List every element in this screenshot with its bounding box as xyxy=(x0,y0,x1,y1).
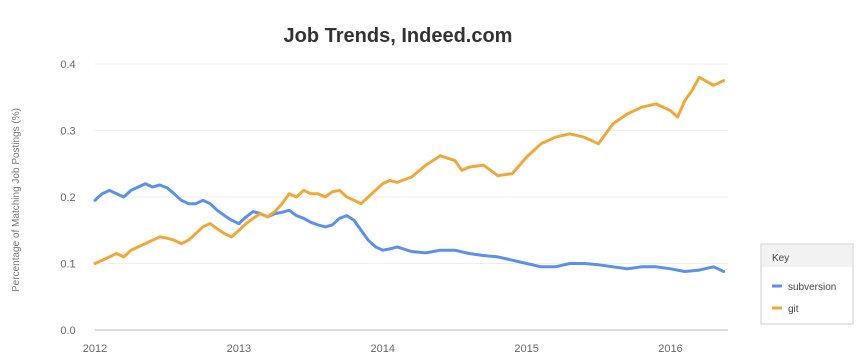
legend-title: Key xyxy=(772,253,789,264)
x-tick-label: 2013 xyxy=(227,343,251,355)
legend-items: subversion git xyxy=(772,282,836,315)
series-line-subversion xyxy=(93,182,726,273)
x-tick-label: 2012 xyxy=(83,343,107,355)
x-tick-label: 2014 xyxy=(370,343,394,355)
y-tick-label: 0.1 xyxy=(60,259,75,271)
legend-label-subversion: subversion xyxy=(788,282,836,293)
y-tick-label: 0.3 xyxy=(60,126,75,138)
grid xyxy=(95,63,728,331)
y-tick-label: 0.2 xyxy=(60,192,75,204)
x-tick-label: 2016 xyxy=(658,343,682,355)
y-axis: 0.0 0.1 0.2 0.3 0.4 xyxy=(60,59,75,337)
legend: Key subversion git xyxy=(760,243,854,325)
y-tick-label: 0.4 xyxy=(60,59,75,71)
y-axis-label: Percentage of Matching Job Postings (%) xyxy=(11,108,22,292)
chart-title: Job Trends, Indeed.com xyxy=(284,25,513,47)
legend-label-git: git xyxy=(788,304,799,315)
y-tick-label: 0.0 xyxy=(60,325,75,337)
x-tick-label: 2015 xyxy=(514,343,538,355)
legend-header xyxy=(762,245,852,267)
series-line-git xyxy=(93,75,726,265)
series-group xyxy=(93,75,726,273)
x-axis: 2012 2013 2014 2015 2016 xyxy=(83,343,683,355)
